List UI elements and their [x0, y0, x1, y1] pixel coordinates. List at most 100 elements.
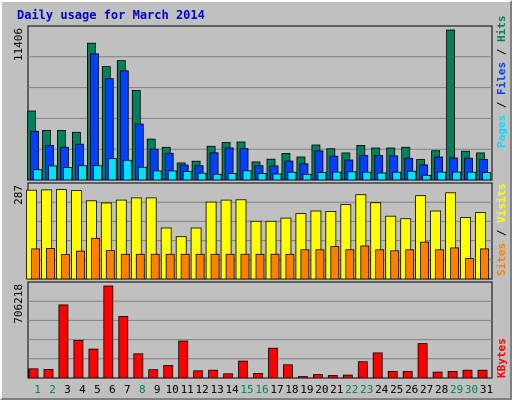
- bar-sites-day-17: [270, 253, 280, 280]
- bar-files-day-5: [90, 53, 99, 181]
- bar-pages-day-22: [347, 171, 357, 181]
- x-tick-label-23: 23: [360, 383, 373, 396]
- x-tick-label-4: 4: [79, 383, 86, 396]
- bar-sites-day-14: [225, 253, 235, 280]
- bar-pages-day-2: [48, 165, 57, 181]
- legend-bottom: KBytes: [495, 338, 508, 378]
- bar-kbytes-day-20: [312, 374, 323, 379]
- x-tick-label-14: 14: [225, 383, 239, 396]
- x-tick-label-17: 17: [270, 383, 283, 396]
- bar-kbytes-day-28: [432, 371, 443, 379]
- bar-pages-day-23: [362, 171, 372, 181]
- bar-sites-day-26: [405, 249, 415, 280]
- x-tick-label-2: 2: [49, 383, 56, 396]
- x-tick-label-25: 25: [390, 383, 403, 396]
- bar-sites-day-27: [420, 241, 430, 280]
- bar-sites-day-10: [165, 253, 175, 280]
- bar-pages-day-17: [272, 173, 282, 181]
- y-max-label: 287: [12, 185, 25, 205]
- bar-kbytes-day-7: [118, 316, 129, 379]
- x-tick-label-29: 29: [450, 383, 463, 396]
- bar-sites-day-3: [61, 254, 70, 280]
- x-tick-label-6: 6: [109, 383, 116, 396]
- x-tick-label-27: 27: [420, 383, 433, 396]
- legend-middle: Sites / Visits: [495, 183, 508, 276]
- bar-pages-day-9: [152, 170, 162, 181]
- bar-kbytes-day-18: [282, 364, 293, 379]
- bar-kbytes-day-22: [342, 374, 353, 379]
- bar-pages-day-16: [257, 173, 267, 181]
- bar-kbytes-day-1: [28, 368, 39, 379]
- bar-hits-day-29: [446, 29, 456, 181]
- bar-sites-day-16: [255, 253, 265, 280]
- bar-sites-day-29: [450, 247, 460, 280]
- bar-pages-day-31: [482, 172, 491, 181]
- bar-kbytes-day-19: [297, 376, 308, 379]
- x-tick-label-9: 9: [154, 383, 161, 396]
- x-tick-label-5: 5: [94, 383, 101, 396]
- bar-pages-day-15: [242, 170, 252, 181]
- legend-item-sites: Sites: [495, 243, 508, 276]
- bar-sites-day-2: [46, 248, 55, 280]
- bar-kbytes-day-10: [163, 365, 174, 379]
- legend-separator: /: [495, 95, 508, 115]
- bar-kbytes-day-14: [223, 373, 234, 379]
- x-tick-label-7: 7: [124, 383, 131, 396]
- x-tick-label-21: 21: [330, 383, 343, 396]
- legend-item-files: Files: [495, 62, 508, 95]
- bar-pages-day-21: [332, 171, 342, 181]
- bar-sites-day-15: [240, 253, 250, 280]
- chart-title: Daily usage for March 2014: [17, 8, 205, 22]
- panel-middle: 287 Sites / Visits: [12, 182, 508, 280]
- x-tick-label-13: 13: [210, 383, 223, 396]
- bar-sites-day-4: [76, 250, 85, 280]
- panel-bottom: 706218 KBytes: [12, 281, 508, 379]
- bar-sites-day-21: [330, 246, 340, 280]
- bar-kbytes-day-30: [462, 369, 473, 379]
- bar-kbytes-day-31: [477, 369, 488, 379]
- bar-sites-day-6: [105, 250, 115, 280]
- bar-sites-day-1: [31, 248, 40, 280]
- bar-kbytes-day-11: [178, 340, 189, 379]
- bar-pages-day-19: [302, 173, 312, 181]
- x-tick-label-26: 26: [405, 383, 418, 396]
- bar-pages-day-11: [182, 171, 192, 181]
- bar-pages-day-10: [167, 170, 177, 181]
- bar-pages-day-18: [287, 171, 297, 181]
- bar-sites-day-18: [285, 253, 295, 280]
- x-tick-label-18: 18: [285, 383, 298, 396]
- bar-kbytes-day-17: [268, 347, 278, 379]
- bar-kbytes-day-29: [447, 370, 458, 379]
- bar-pages-day-7: [122, 159, 132, 181]
- x-tick-label-15: 15: [240, 383, 253, 396]
- bar-pages-day-8: [137, 166, 147, 181]
- bar-pages-day-3: [63, 167, 72, 181]
- bar-pages-day-20: [317, 172, 327, 181]
- legend-item-pages: Pages: [495, 115, 508, 148]
- bar-sites-day-13: [210, 253, 220, 280]
- bar-pages-day-30: [467, 171, 476, 181]
- x-tick-label-10: 10: [166, 383, 179, 396]
- bar-sites-day-19: [300, 249, 310, 280]
- bar-sites-day-8: [135, 253, 145, 280]
- bar-pages-day-4: [78, 165, 87, 181]
- bar-pages-day-27: [422, 174, 432, 181]
- bar-kbytes-day-2: [43, 368, 54, 379]
- bar-kbytes-day-23: [357, 361, 368, 379]
- bar-kbytes-day-21: [327, 375, 338, 379]
- legend-item-hits: Hits: [495, 16, 508, 43]
- bar-sites-day-20: [315, 249, 325, 280]
- bar-kbytes-day-16: [253, 372, 263, 379]
- bar-kbytes-day-26: [402, 371, 413, 379]
- bar-kbytes-day-27: [417, 343, 428, 379]
- bar-pages-day-28: [437, 171, 447, 181]
- bar-kbytes-day-12: [193, 370, 204, 379]
- bar-sites-day-9: [150, 253, 160, 280]
- bar-sites-day-31: [480, 248, 489, 280]
- y-max-label: 11406: [12, 28, 25, 61]
- bar-sites-day-7: [120, 253, 130, 280]
- x-tick-label-22: 22: [345, 383, 358, 396]
- bar-sites-day-22: [345, 249, 355, 280]
